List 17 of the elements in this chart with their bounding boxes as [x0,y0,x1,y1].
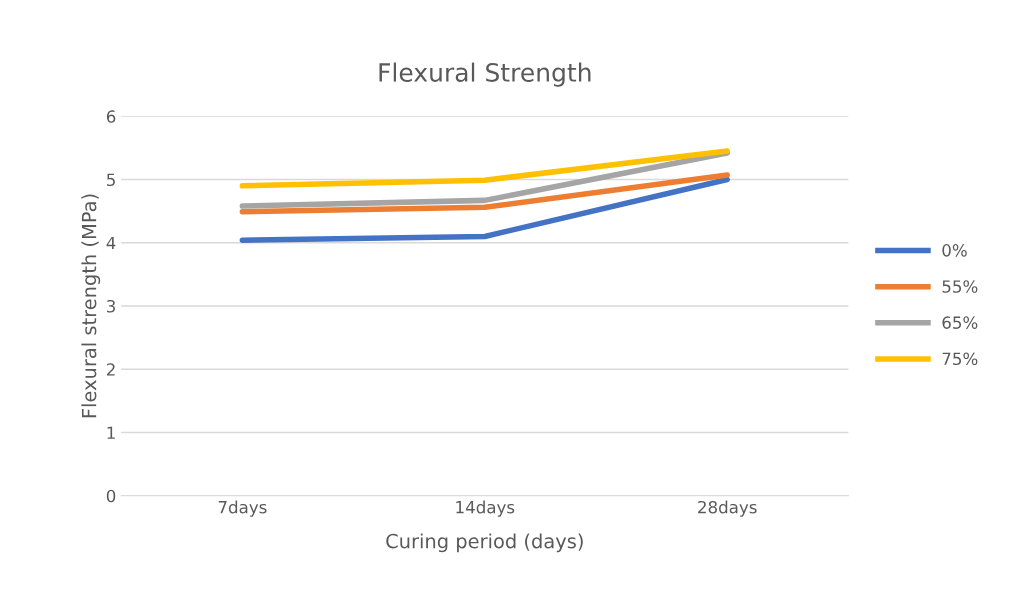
x-tick-label: 28days [698,500,757,517]
chart-title: Flexural Strength [379,62,591,87]
y-tick-label: 2 [106,363,115,376]
y-tick-label: 3 [107,299,115,313]
legend-label: 75% [942,352,978,366]
y-tick-label: 0 [106,489,116,503]
y-tick-label: 1 [107,426,115,439]
x-axis-title: Curing period (days) [386,533,583,553]
y-tick-label: 4 [106,236,116,250]
legend-label: 0% [942,244,967,257]
x-tick-label: 14days [456,500,515,517]
x-tick-label: 7days [218,500,267,517]
y-tick-label: 6 [106,110,116,123]
y-tick-label: 5 [107,173,115,187]
legend-label: 65% [942,316,978,329]
legend-label: 55% [942,280,978,293]
y-axis-title: Flexural strength (MPa) [81,194,101,418]
